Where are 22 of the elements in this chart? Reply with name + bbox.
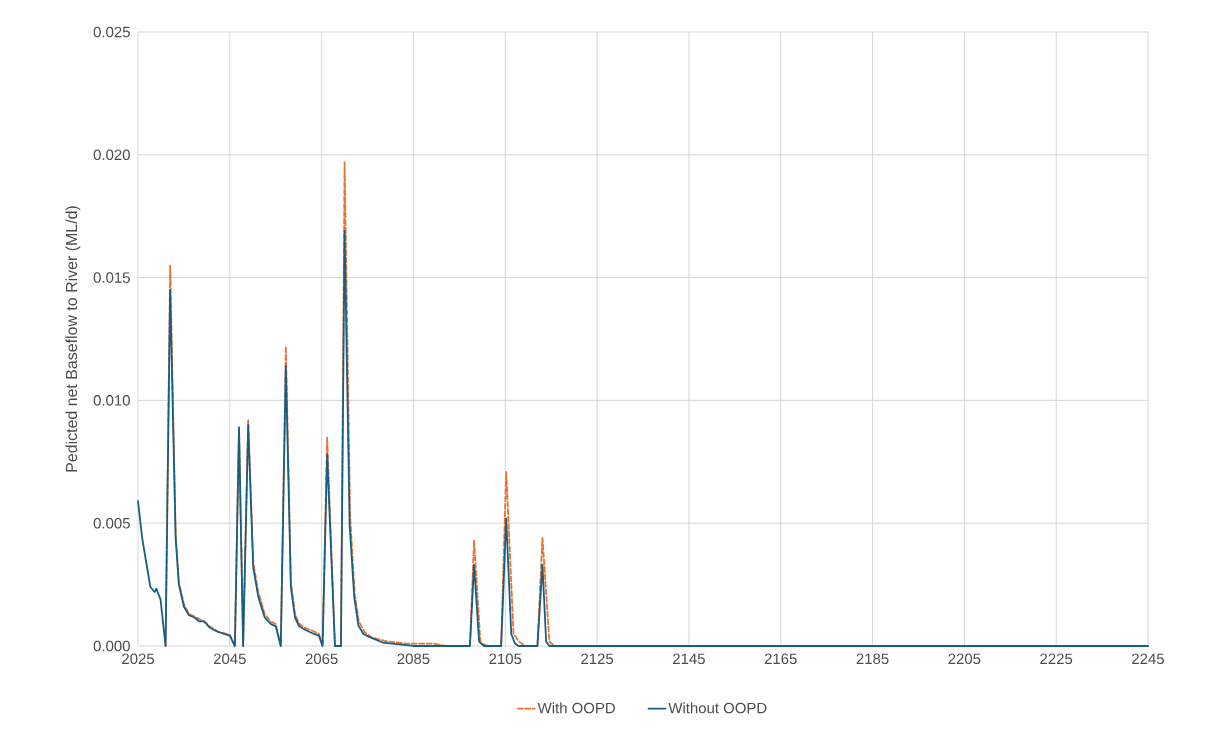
y-tick-label: 0.005	[93, 517, 130, 529]
y-tick-label: 0.000	[93, 640, 130, 652]
x-tick-label: 2025	[122, 653, 154, 665]
x-tick-label: 2245	[1132, 653, 1164, 665]
x-tick-label: 2165	[764, 653, 797, 665]
y-tick-label: 0.020	[93, 149, 130, 161]
y-tick-label: 0.025	[93, 26, 130, 38]
y-tick-label: 0.010	[93, 395, 130, 406]
x-tick-label: 2065	[305, 653, 338, 665]
x-tick-label: 2205	[948, 653, 981, 665]
x-tick-label: 2045	[213, 653, 246, 665]
x-tick-label: 2185	[856, 653, 889, 665]
x-tick-label: 2105	[489, 653, 522, 665]
x-tick-label: 2125	[581, 653, 614, 665]
y-tick-label: 0.015	[93, 272, 130, 283]
legend-label: With OOPD	[537, 702, 615, 714]
line-series	[137, 230, 1149, 647]
x-tick-label: 2225	[1040, 653, 1073, 665]
x-tick-label: 2145	[673, 653, 705, 665]
legend-label: Without OOPD	[668, 702, 767, 714]
y-axis-title: Pedicted net Baseflow to River (ML/d)	[65, 206, 81, 472]
x-tick-label: 2085	[397, 653, 430, 665]
